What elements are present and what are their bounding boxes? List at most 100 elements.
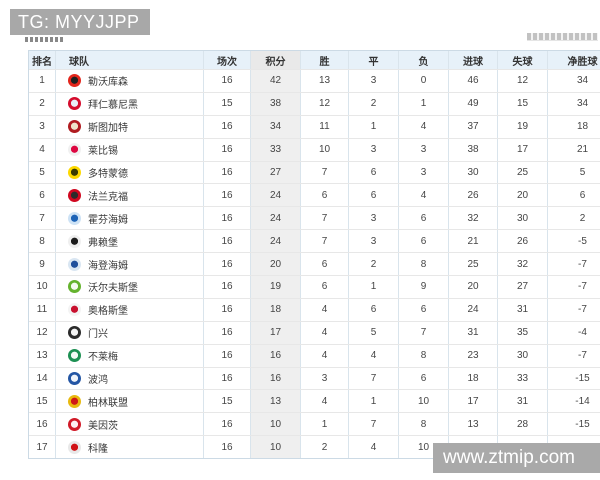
goals-for-cell: 23 xyxy=(449,344,498,367)
drawn-cell: 4 xyxy=(349,344,399,367)
rank-cell: 6 xyxy=(29,184,56,207)
team-logo-icon xyxy=(68,257,81,271)
lost-cell: 3 xyxy=(399,161,449,184)
goal-diff-cell: -7 xyxy=(548,276,600,298)
lost-cell: 8 xyxy=(399,413,449,436)
rank-cell: 9 xyxy=(29,253,56,276)
won-cell: 13 xyxy=(301,70,349,92)
goals-for-cell: 21 xyxy=(449,230,498,253)
table-row[interactable]: 10 沃尔夫斯堡 16 19 6 1 9 20 27 -7 xyxy=(29,275,600,298)
team-logo-icon xyxy=(68,417,81,431)
lost-cell: 7 xyxy=(399,321,449,344)
table-row[interactable]: 7 霍芬海姆 16 24 7 3 6 32 30 2 xyxy=(29,206,600,230)
played-cell: 16 xyxy=(204,367,251,390)
lost-cell: 10 xyxy=(399,390,449,413)
drawn-cell: 6 xyxy=(349,184,399,207)
team-name: 科隆 xyxy=(88,443,108,455)
goal-diff-cell: 18 xyxy=(548,116,600,138)
team-logo-icon xyxy=(68,143,81,157)
goal-diff-cell: 5 xyxy=(548,162,600,184)
won-cell: 4 xyxy=(301,344,349,367)
team-name: 霍芬海姆 xyxy=(88,214,128,226)
team-cell[interactable]: 奥格斯堡 xyxy=(56,298,204,321)
team-name: 门兴 xyxy=(88,329,108,341)
team-name: 多特蒙德 xyxy=(88,169,128,180)
team-logo-icon xyxy=(68,120,81,134)
rank-cell: 14 xyxy=(29,367,56,390)
won-cell: 6 xyxy=(301,253,349,276)
table-row[interactable]: 13 不莱梅 16 16 4 4 8 23 30 -7 xyxy=(29,343,600,367)
table-row[interactable]: 5 多特蒙德 16 27 7 6 3 30 25 5 xyxy=(29,160,600,184)
goals-for-cell: 18 xyxy=(449,367,498,390)
played-cell: 16 xyxy=(204,115,251,138)
team-cell[interactable]: 海登海姆 xyxy=(56,253,204,276)
team-cell[interactable]: 法兰克福 xyxy=(56,184,204,207)
rank-cell: 17 xyxy=(29,436,56,459)
table-row[interactable]: 11 奥格斯堡 16 18 4 6 6 24 31 -7 xyxy=(29,297,600,321)
team-cell[interactable]: 美因茨 xyxy=(56,413,204,436)
drawn-cell: 3 xyxy=(349,138,399,161)
played-cell: 16 xyxy=(204,230,251,253)
team-name: 波鸿 xyxy=(88,375,108,387)
points-cell: 24 xyxy=(251,230,301,253)
rank-cell: 12 xyxy=(29,321,56,344)
table-row[interactable]: 9 海登海姆 16 20 6 2 8 25 32 -7 xyxy=(29,252,600,276)
team-cell[interactable]: 门兴 xyxy=(56,321,204,344)
team-cell[interactable]: 勒沃库森 xyxy=(56,70,204,92)
team-cell[interactable]: 多特蒙德 xyxy=(56,161,204,184)
goals-for-cell: 26 xyxy=(449,184,498,207)
won-cell: 11 xyxy=(301,115,349,138)
table-row[interactable]: 3 斯图加特 16 34 11 1 4 37 19 18 xyxy=(29,114,600,138)
goals-for-cell: 37 xyxy=(449,115,498,138)
team-cell[interactable]: 沃尔夫斯堡 xyxy=(56,276,204,298)
team-cell[interactable]: 不莱梅 xyxy=(56,344,204,367)
team-cell[interactable]: 斯图加特 xyxy=(56,115,204,138)
table-row[interactable]: 2 拜仁慕尼黑 15 38 12 2 1 49 15 34 xyxy=(29,91,600,115)
played-cell: 16 xyxy=(204,413,251,436)
table-row[interactable]: 8 弗赖堡 16 24 7 3 6 21 26 -5 xyxy=(29,229,600,253)
team-name: 奥格斯堡 xyxy=(88,306,128,318)
goals-against-cell: 31 xyxy=(498,298,548,321)
drawn-cell: 7 xyxy=(349,367,399,390)
goals-against-cell: 28 xyxy=(498,413,548,436)
points-cell: 16 xyxy=(251,367,301,390)
lost-cell: 4 xyxy=(399,115,449,138)
lost-cell: 4 xyxy=(399,184,449,207)
rank-cell: 7 xyxy=(29,207,56,230)
table-row[interactable]: 1 勒沃库森 16 42 13 3 0 46 12 34 xyxy=(29,69,600,92)
team-name: 海登海姆 xyxy=(88,260,128,272)
played-cell: 16 xyxy=(204,276,251,298)
table-row[interactable]: 6 法兰克福 16 24 6 6 4 26 20 6 xyxy=(29,183,600,207)
table-row[interactable]: 14 波鸿 16 16 3 7 6 18 33 -15 xyxy=(29,366,600,390)
won-cell: 10 xyxy=(301,138,349,161)
table-row[interactable]: 15 柏林联盟 15 13 4 1 10 17 31 -14 xyxy=(29,389,600,413)
team-cell[interactable]: 霍芬海姆 xyxy=(56,207,204,230)
goal-diff-cell: -4 xyxy=(548,322,600,344)
points-cell: 24 xyxy=(251,207,301,230)
goal-diff-cell: 2 xyxy=(548,207,600,229)
played-cell: 16 xyxy=(204,184,251,207)
team-cell[interactable]: 弗赖堡 xyxy=(56,230,204,253)
won-cell: 7 xyxy=(301,161,349,184)
goal-diff-cell: -14 xyxy=(548,390,600,412)
drawn-cell: 7 xyxy=(349,413,399,436)
table-row[interactable]: 4 莱比锡 16 33 10 3 3 38 17 21 xyxy=(29,137,600,161)
won-cell: 6 xyxy=(301,184,349,207)
team-cell[interactable]: 波鸿 xyxy=(56,367,204,390)
table-row[interactable]: 16 美因茨 16 10 1 7 8 13 28 -15 xyxy=(29,412,600,436)
team-cell[interactable]: 拜仁慕尼黑 xyxy=(56,92,204,115)
team-name: 柏林联盟 xyxy=(88,397,128,409)
team-cell[interactable]: 莱比锡 xyxy=(56,138,204,161)
team-cell[interactable]: 科隆 xyxy=(56,436,204,459)
drawn-cell: 3 xyxy=(349,70,399,92)
played-cell: 15 xyxy=(204,92,251,115)
points-cell: 33 xyxy=(251,138,301,161)
points-cell: 10 xyxy=(251,436,301,459)
team-cell[interactable]: 柏林联盟 xyxy=(56,390,204,413)
played-cell: 16 xyxy=(204,298,251,321)
points-cell: 24 xyxy=(251,184,301,207)
filter-control-blur[interactable] xyxy=(527,33,598,41)
table-row[interactable]: 12 门兴 16 17 4 5 7 31 35 -4 xyxy=(29,320,600,344)
drawn-cell: 3 xyxy=(349,207,399,230)
team-logo-icon xyxy=(68,394,81,408)
